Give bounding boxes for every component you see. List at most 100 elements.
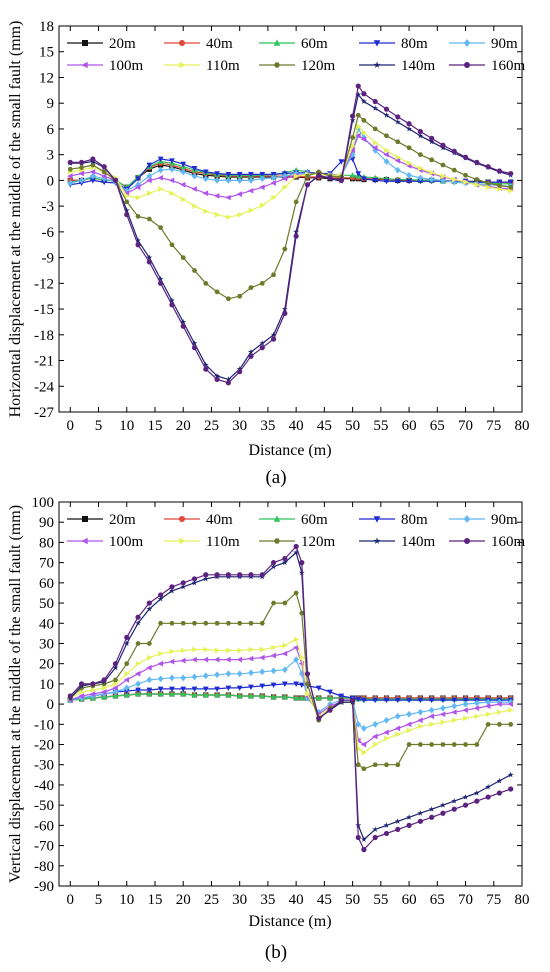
legend-marker-120m	[274, 538, 280, 544]
data-point-160m	[496, 168, 503, 174]
y-tick-label: -18	[34, 328, 54, 344]
data-point-160m	[158, 592, 164, 598]
legend-label: 140m	[401, 534, 436, 550]
data-point-100m	[496, 701, 502, 707]
data-point-140m	[168, 297, 175, 304]
data-point-80m	[383, 178, 390, 185]
data-point-80m	[259, 683, 266, 690]
panel-b-x-ticks: 0 5 10 15 20 25 30 35 40 45 50 55 60 65 70 75 80	[67, 502, 530, 908]
data-point-120m	[180, 255, 186, 260]
y-tick-label: 15	[39, 45, 54, 61]
y-tick-label: 12	[39, 70, 54, 86]
data-point-110m	[418, 165, 424, 172]
data-point-120m	[90, 162, 96, 168]
data-point-80m	[298, 682, 305, 689]
data-point-140m	[202, 361, 209, 368]
legend-entry-120m: 120m	[259, 534, 336, 550]
data-point-160m	[293, 543, 299, 550]
data-point-100m	[394, 725, 401, 732]
data-point-120m	[395, 139, 401, 145]
data-point-60m	[270, 693, 277, 700]
y-tick-label: 100	[32, 495, 55, 511]
data-point-110m	[485, 184, 492, 191]
x-tick-label: 65	[430, 892, 445, 908]
legend-entry-140m: 140m	[359, 534, 436, 550]
data-point-90m	[169, 674, 175, 682]
x-tick-label: 50	[345, 418, 360, 434]
data-point-100m	[225, 194, 231, 201]
y-tick-label: -3	[42, 199, 55, 215]
data-point-160m	[191, 345, 198, 351]
data-point-160m	[293, 233, 299, 239]
data-point-90m	[281, 666, 288, 674]
data-point-140m	[180, 318, 187, 325]
data-point-120m	[282, 246, 288, 252]
data-point-60m	[191, 691, 198, 698]
data-point-110m	[451, 176, 458, 183]
data-point-90m	[225, 177, 232, 184]
data-point-90m	[146, 172, 153, 180]
data-point-120m	[361, 118, 367, 123]
data-point-110m	[361, 129, 368, 136]
data-point-160m	[429, 814, 435, 820]
legend-entry-80m: 80m	[359, 512, 428, 528]
data-point-100m	[360, 741, 367, 748]
legend-label: 80m	[401, 512, 428, 528]
data-point-160m	[316, 172, 322, 178]
data-point-60m	[281, 693, 288, 700]
data-point-100m	[112, 685, 118, 691]
legend-entry-160m: 160m	[449, 534, 526, 550]
data-point-90m	[451, 702, 458, 710]
data-point-90m	[462, 700, 469, 708]
data-point-120m	[417, 152, 423, 157]
legend-entry-90m: 90m	[449, 512, 518, 528]
data-point-80m	[372, 697, 379, 704]
data-point-100m	[123, 676, 130, 683]
data-point-80m	[214, 686, 220, 693]
data-point-80m	[361, 697, 367, 704]
data-point-160m	[355, 83, 361, 89]
data-point-160m	[124, 212, 130, 218]
data-point-160m	[304, 182, 311, 188]
y-tick-label: 60	[39, 576, 54, 592]
data-point-140m	[157, 595, 164, 602]
data-point-160m	[191, 576, 198, 582]
x-tick-label: 40	[289, 418, 304, 434]
data-point-110m	[384, 147, 390, 154]
data-point-100m	[202, 656, 209, 663]
series-90m	[67, 125, 514, 195]
data-point-160m	[203, 572, 209, 578]
y-tick-label: 18	[39, 19, 54, 35]
x-tick-label: 15	[147, 892, 162, 908]
data-point-140m	[180, 583, 187, 590]
data-point-140m	[281, 559, 288, 566]
x-tick-label: 75	[486, 892, 501, 908]
y-tick-label: 50	[39, 596, 54, 612]
legend-entry-100m: 100m	[67, 58, 144, 74]
legend-label: 110m	[206, 58, 240, 74]
legend-marker-160m	[464, 538, 470, 544]
data-point-160m	[383, 830, 390, 837]
data-point-100m	[247, 655, 254, 662]
data-point-80m	[202, 686, 209, 693]
data-point-160m	[203, 366, 209, 372]
data-point-60m	[180, 690, 187, 697]
data-point-80m	[406, 178, 412, 185]
data-point-120m	[383, 762, 390, 767]
data-point-80m	[315, 685, 322, 692]
x-tick-label: 35	[260, 418, 275, 434]
legend-label: 60m	[301, 512, 328, 528]
data-point-80m	[180, 161, 187, 168]
data-point-110m	[474, 713, 480, 720]
data-point-140m	[293, 549, 300, 556]
data-point-90m	[485, 698, 491, 706]
series-140m	[67, 549, 514, 843]
data-point-100m	[157, 660, 163, 667]
legend-marker-100m	[81, 61, 88, 69]
x-tick-label: 60	[402, 892, 417, 908]
panel-b-legend: 20m 40m 60m 80m 90m 100m 110m 120m 140m 160m	[67, 512, 526, 550]
data-point-140m	[112, 664, 119, 671]
y-tick-label: -21	[34, 354, 54, 370]
data-point-80m	[440, 697, 446, 704]
data-point-100m	[405, 162, 412, 169]
